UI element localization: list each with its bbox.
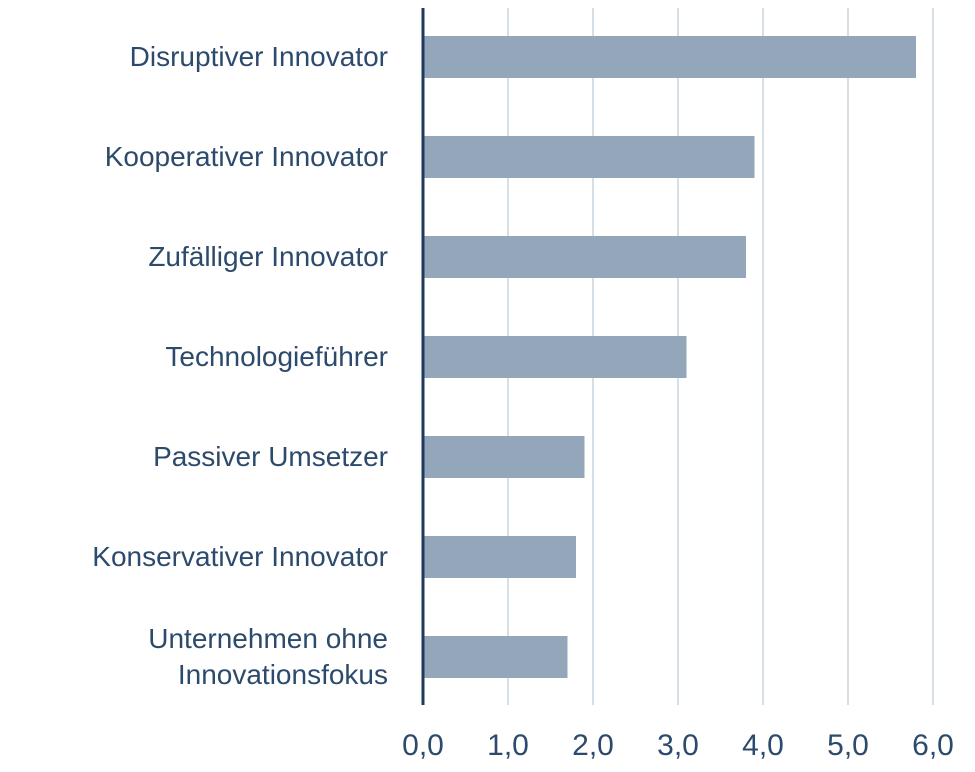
bar xyxy=(423,236,746,278)
x-tick-label: 4,0 xyxy=(742,729,784,762)
x-tick-label: 3,0 xyxy=(657,729,699,762)
y-tick-label: Disruptiver Innovator xyxy=(129,41,388,72)
x-tick-label: 1,0 xyxy=(487,729,529,762)
x-tick-label: 2,0 xyxy=(572,729,614,762)
y-tick-label: Technologieführer xyxy=(165,341,388,372)
bar xyxy=(423,136,755,178)
y-tick-label: Unternehmen ohne Innovationsfokus xyxy=(148,623,388,690)
y-tick-label: Passiver Umsetzer xyxy=(153,441,388,472)
x-tick-label: 0,0 xyxy=(402,729,444,762)
x-tick-label: 5,0 xyxy=(827,729,869,762)
y-tick-label: Kooperativer Innovator xyxy=(104,141,388,172)
y-tick-label: Konservativer Innovator xyxy=(92,541,388,572)
bar xyxy=(423,536,576,578)
bar xyxy=(423,636,568,678)
y-tick-label: Zufälliger Innovator xyxy=(148,241,388,272)
bar xyxy=(423,36,916,78)
x-tick-label: 6,0 xyxy=(912,729,954,762)
bar xyxy=(423,436,585,478)
bar xyxy=(423,336,687,378)
